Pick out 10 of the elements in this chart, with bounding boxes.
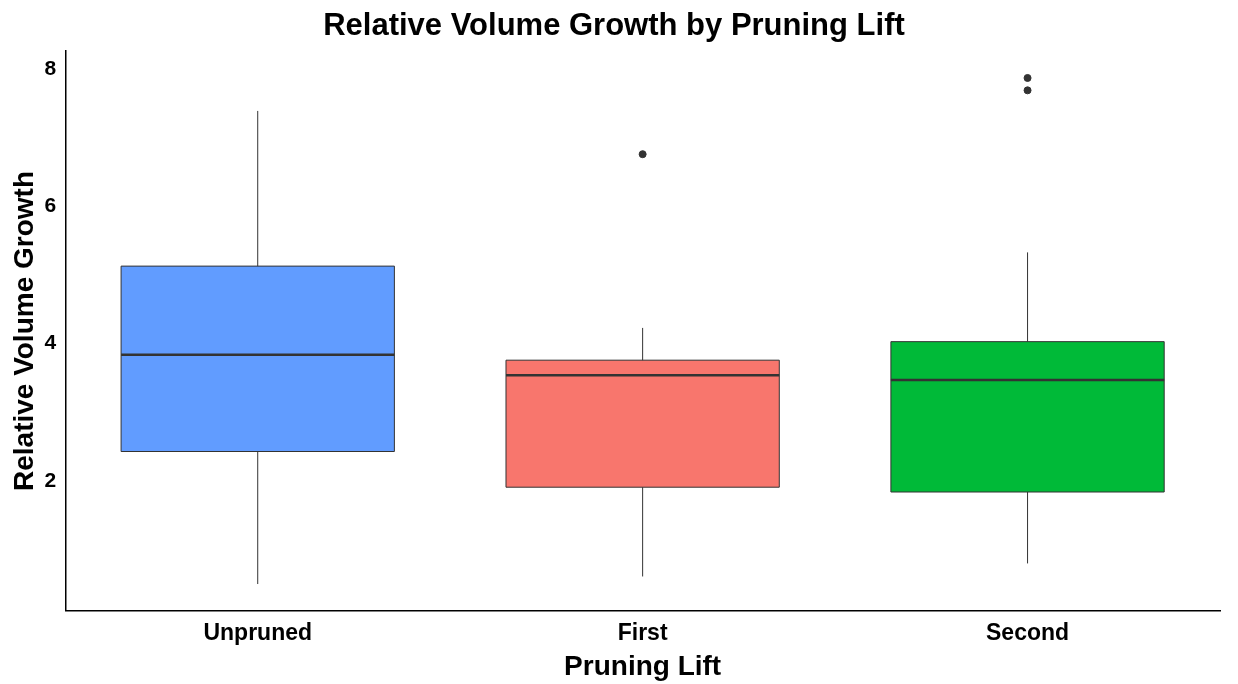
y-tick-label: 2 [44,467,57,491]
y-tick-label: 6 [44,193,57,217]
x-tick-label: Unpruned [203,618,313,645]
x-tick-label: First [617,618,668,645]
chart-title: Relative Volume Growth by Pruning Lift [323,7,905,43]
y-tick-label: 8 [44,55,57,79]
x-axis-title: Pruning Lift [564,649,722,681]
y-axis-title: Relative Volume Growth [7,171,39,491]
x-tick-label: Second [986,618,1070,645]
y-tick-label: 4 [44,330,57,354]
